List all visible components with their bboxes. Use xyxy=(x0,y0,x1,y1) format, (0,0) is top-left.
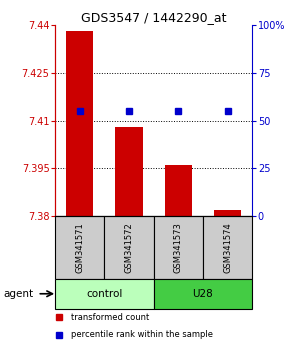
Bar xyxy=(214,210,241,216)
Text: U28: U28 xyxy=(193,289,213,299)
Text: GSM341571: GSM341571 xyxy=(75,222,84,273)
Text: percentile rank within the sample: percentile rank within the sample xyxy=(71,330,213,339)
Text: GSM341574: GSM341574 xyxy=(223,222,232,273)
Bar xyxy=(55,279,154,309)
Bar xyxy=(165,165,192,216)
Text: agent: agent xyxy=(3,289,33,299)
Bar xyxy=(154,216,203,279)
Text: transformed count: transformed count xyxy=(71,313,149,322)
Bar xyxy=(66,31,93,216)
Text: GSM341572: GSM341572 xyxy=(124,222,134,273)
Text: GSM341573: GSM341573 xyxy=(174,222,183,273)
Title: GDS3547 / 1442290_at: GDS3547 / 1442290_at xyxy=(81,11,226,24)
Bar xyxy=(104,216,154,279)
Text: control: control xyxy=(86,289,123,299)
Bar xyxy=(203,216,252,279)
Bar xyxy=(115,127,143,216)
Bar xyxy=(55,216,104,279)
Bar xyxy=(154,279,252,309)
